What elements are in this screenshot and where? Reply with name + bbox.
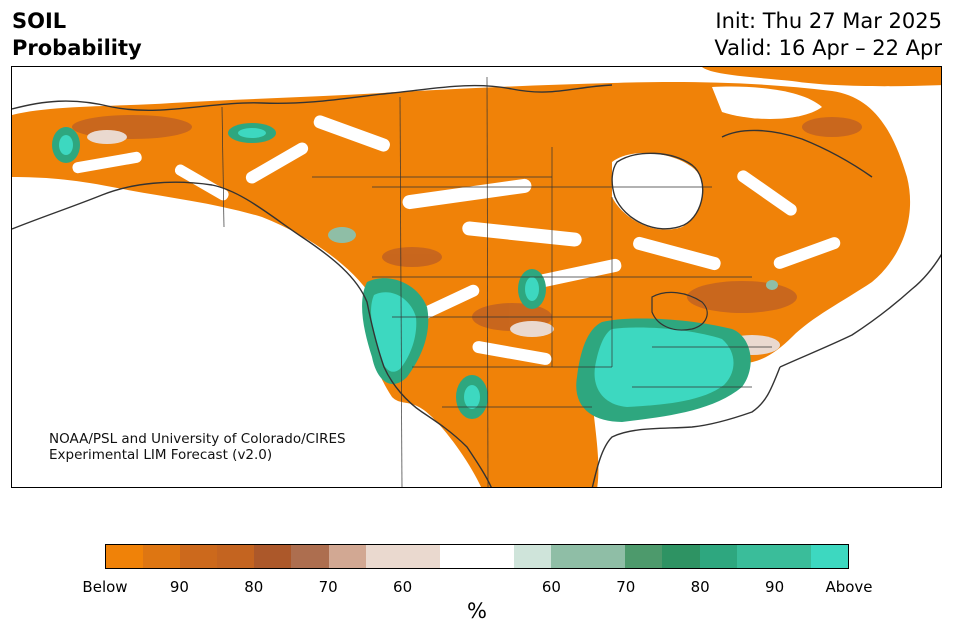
colorbar-tick-label: 90	[169, 578, 189, 596]
colorbar-segment	[551, 545, 589, 568]
colorbar-segment	[143, 545, 181, 568]
colorbar-tick-label: 90	[765, 578, 785, 596]
credit-model: Experimental LIM Forecast (v2.0)	[49, 447, 273, 463]
init-date: Init: Thu 27 Mar 2025	[715, 9, 942, 33]
colorbar-segment	[810, 545, 848, 568]
coastlines	[12, 84, 941, 487]
political-borders	[221, 76, 772, 487]
colorbar-units: %	[467, 599, 487, 623]
forecast-dates: Init: Thu 27 Mar 2025 Valid: 16 Apr – 22…	[714, 8, 942, 62]
colorbar-segment	[291, 545, 329, 568]
above-field	[52, 123, 778, 422]
colorbar-segment	[736, 545, 774, 568]
colorbar-tick-label: 80	[690, 578, 710, 596]
colorbar-segment	[439, 545, 477, 568]
colorbar-segment	[514, 545, 552, 568]
colorbar-segment	[328, 545, 366, 568]
title-type: Probability	[12, 36, 142, 60]
probability-map	[12, 67, 941, 487]
colorbar-tick-label: 60	[393, 578, 413, 596]
title-variable: SOIL	[12, 9, 67, 33]
colorbar-tick-label: 80	[244, 578, 264, 596]
map-panel	[11, 66, 942, 488]
valid-range: Valid: 16 Apr – 22 Apr	[714, 36, 942, 60]
colorbar-segment	[625, 545, 663, 568]
neutral-areas	[72, 86, 841, 365]
colorbar-tick-label: 60	[541, 578, 561, 596]
colorbar-segment	[180, 545, 218, 568]
colorbar-tick-label: 70	[616, 578, 636, 596]
credit-text: NOAA/PSL and University of Colorado/CIRE…	[49, 431, 346, 463]
colorbar-segment	[662, 545, 700, 568]
colorbar-segment	[476, 545, 515, 568]
colorbar	[105, 544, 849, 569]
colorbar-tick-label: Below	[82, 578, 128, 596]
colorbar-segment	[106, 545, 144, 568]
colorbar-segment	[402, 545, 440, 568]
colorbar-segment	[699, 545, 737, 568]
colorbar-segment	[588, 545, 626, 568]
colorbar-segment	[365, 545, 403, 568]
colorbar-segment	[254, 545, 292, 568]
map-title: SOIL Probability	[12, 8, 142, 62]
colorbar-tick-label: Above	[825, 578, 873, 596]
colorbar-segment	[217, 545, 255, 568]
colorbar-tick-label: 70	[318, 578, 338, 596]
credit-org: NOAA/PSL and University of Colorado/CIRE…	[49, 431, 346, 447]
colorbar-segment	[773, 545, 811, 568]
